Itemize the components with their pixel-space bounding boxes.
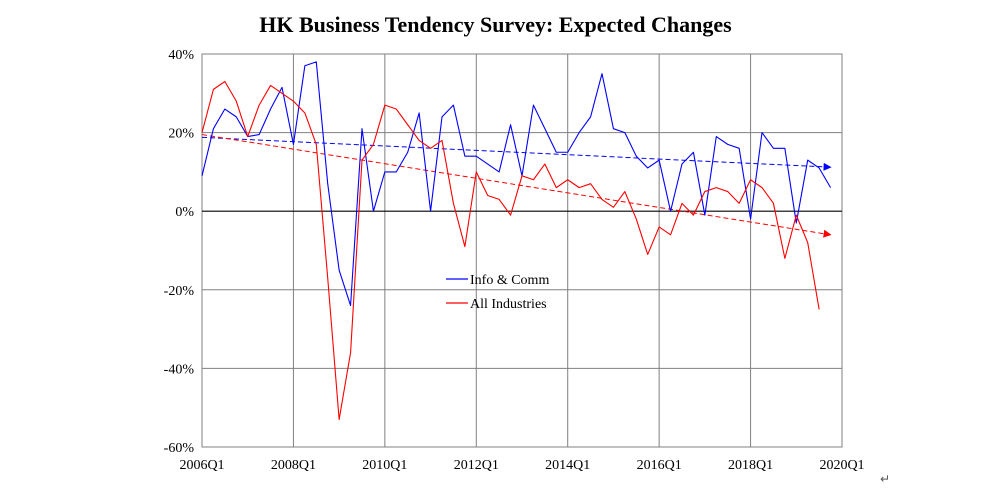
tick-labels: 40% 20% 0% -20% -40% -60% 2006Q1 2008Q1 2010Q1 20…	[164, 48, 865, 473]
x-tick-label: 2008Q1	[271, 458, 316, 473]
trendline-1	[201, 134, 832, 238]
legend: Info & Comm All Industries	[446, 273, 549, 312]
x-tick-label: 2010Q1	[362, 458, 407, 473]
grid	[201, 53, 843, 448]
x-tick-label: 2006Q1	[179, 458, 224, 473]
series-lines	[201, 61, 832, 421]
legend-label: All Industries	[470, 297, 547, 312]
legend-label: Info & Comm	[470, 273, 549, 288]
paragraph-mark: ↵	[880, 472, 891, 486]
x-tick-label: 2014Q1	[545, 458, 590, 473]
x-tick-label: 2012Q1	[454, 458, 499, 473]
x-tick-label: 2016Q1	[637, 458, 682, 473]
y-tick-label: 40%	[168, 48, 194, 63]
series-line-all-industries	[201, 80, 820, 421]
y-tick-label: -60%	[164, 441, 195, 456]
series-line-info-comm	[201, 61, 832, 307]
y-tick-label: 0%	[175, 205, 194, 220]
y-tick-label: -20%	[164, 284, 195, 299]
x-tick-label: 2020Q1	[819, 458, 864, 473]
y-tick-label: 20%	[168, 127, 194, 142]
chart-title: HK Business Tendency Survey: Expected Ch…	[259, 12, 732, 37]
x-tick-label: 2018Q1	[728, 458, 773, 473]
y-tick-label: -40%	[164, 362, 195, 377]
